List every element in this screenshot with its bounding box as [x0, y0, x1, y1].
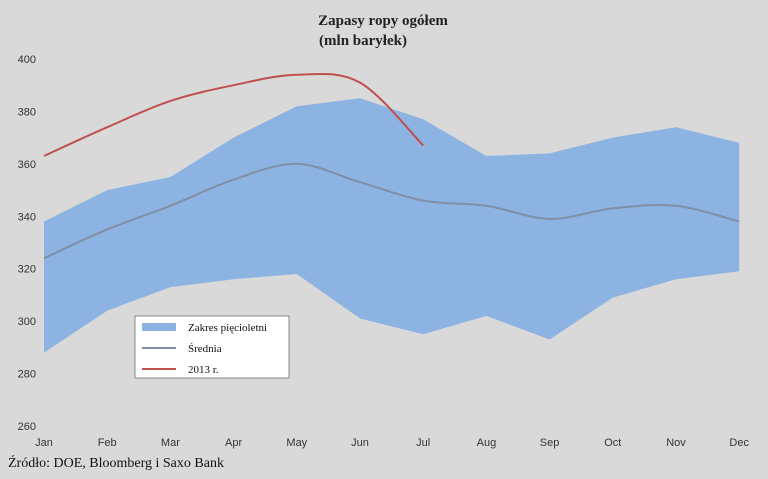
x-tick-label: Jul	[416, 437, 430, 449]
x-tick-label: Oct	[604, 437, 621, 449]
x-tick-label: Sep	[540, 437, 560, 449]
y-tick-label: 320	[18, 264, 36, 276]
x-tick-label: Feb	[98, 437, 117, 449]
x-axis-ticks: Jan Feb Mar Apr May Jun Jul Aug Sep Oct Nov Dec	[35, 437, 749, 449]
y-tick-label: 360	[18, 159, 36, 171]
source-note: Źródło: DOE, Bloomberg i Saxo Bank	[8, 456, 224, 471]
chart-title-line1: Zapasy ropy ogółem	[318, 13, 448, 29]
x-tick-label: Dec	[729, 437, 749, 449]
legend: Zakres pięcioletni Średnia 2013 r.	[134, 315, 290, 379]
range-band	[44, 98, 740, 353]
y-tick-label: 260	[18, 421, 36, 433]
average-line	[43, 162, 740, 260]
x-tick-label: Jun	[351, 437, 369, 449]
x-tick-label: Aug	[477, 437, 497, 449]
line-2013	[43, 72, 424, 157]
x-tick-label: Mar	[161, 437, 180, 449]
legend-label-2013: 2013 r.	[188, 364, 219, 376]
y-tick-label: 300	[18, 316, 36, 328]
x-tick-label: Apr	[225, 437, 242, 449]
y-tick-label: 340	[18, 211, 36, 223]
y-tick-label: 280	[18, 369, 36, 381]
legend-swatch-range	[142, 323, 176, 331]
x-tick-label: Jan	[35, 437, 53, 449]
y-axis-ticks: 260 280 300 320 340 360 380 400	[18, 54, 36, 433]
legend-label-range: Zakres pięcioletni	[188, 322, 267, 334]
y-tick-label: 400	[18, 54, 36, 66]
x-tick-label: May	[286, 437, 307, 449]
y-tick-label: 380	[18, 106, 36, 118]
x-tick-label: Nov	[666, 437, 686, 449]
chart-title-line2: (mln baryłek)	[319, 33, 407, 49]
legend-label-average: Średnia	[188, 343, 222, 355]
plot-area	[43, 72, 740, 353]
